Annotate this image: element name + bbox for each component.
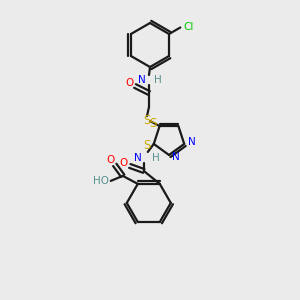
Text: Cl: Cl — [183, 22, 194, 32]
Text: S: S — [143, 140, 151, 152]
Text: N: N — [134, 153, 142, 163]
Text: O: O — [107, 155, 115, 165]
Text: O: O — [120, 158, 128, 168]
Text: H: H — [152, 153, 160, 163]
Text: N: N — [188, 137, 196, 147]
Text: N: N — [138, 75, 146, 85]
Text: N: N — [172, 152, 180, 162]
Text: O: O — [125, 78, 133, 88]
Text: S: S — [149, 117, 156, 130]
Text: S: S — [143, 115, 151, 128]
Text: H: H — [154, 75, 162, 85]
Text: HO: HO — [93, 176, 109, 186]
